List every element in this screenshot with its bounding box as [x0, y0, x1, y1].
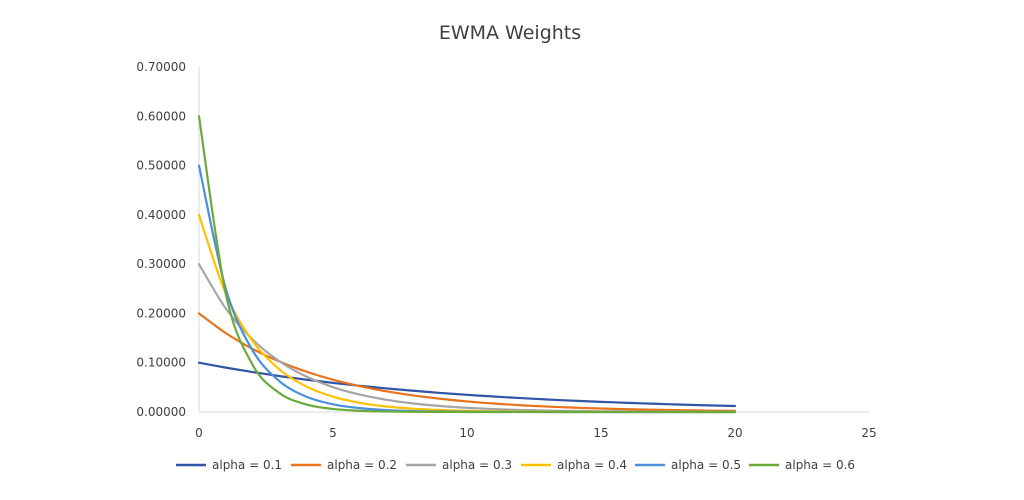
- y-tick-label: 0.00000: [136, 405, 186, 419]
- y-tick-label: 0.20000: [136, 306, 186, 320]
- series-line-alpha-6: [197, 115, 737, 414]
- y-tick-label: 0.30000: [136, 257, 186, 271]
- chart-title: EWMA Weights: [439, 22, 581, 44]
- x-tick-label: 0: [195, 426, 203, 440]
- series-line-alpha-2: [197, 312, 737, 412]
- y-tick-label: 0.10000: [136, 356, 186, 370]
- legend-label: alpha = 0.4: [557, 458, 627, 472]
- y-tick-label: 0.40000: [136, 208, 186, 222]
- legend: alpha = 0.1 alpha = 0.2 alpha = 0.3 alpha =…: [176, 458, 855, 472]
- y-axis-ticks: 0.00000 0.10000 0.20000 0.30000 0.40000 0.500…: [136, 60, 186, 419]
- legend-label: alpha = 0.1: [212, 458, 282, 472]
- y-tick-label: 0.60000: [136, 109, 186, 123]
- x-tick-label: 25: [861, 426, 876, 440]
- legend-label: alpha = 0.6: [785, 458, 855, 472]
- series-line-alpha-1: [197, 361, 737, 408]
- x-tick-label: 15: [593, 426, 608, 440]
- legend-label: alpha = 0.5: [671, 458, 741, 472]
- x-tick-label: 10: [459, 426, 474, 440]
- series-lines: [197, 115, 737, 414]
- x-axis-ticks: 0 5 10 15 20 25: [195, 426, 876, 440]
- x-tick-label: 20: [727, 426, 742, 440]
- legend-label: alpha = 0.3: [442, 458, 512, 472]
- x-tick-label: 5: [329, 426, 337, 440]
- y-tick-label: 0.50000: [136, 159, 186, 173]
- legend-label: alpha = 0.2: [327, 458, 397, 472]
- series-line-alpha-3: [197, 263, 737, 413]
- y-tick-label: 0.70000: [136, 60, 186, 74]
